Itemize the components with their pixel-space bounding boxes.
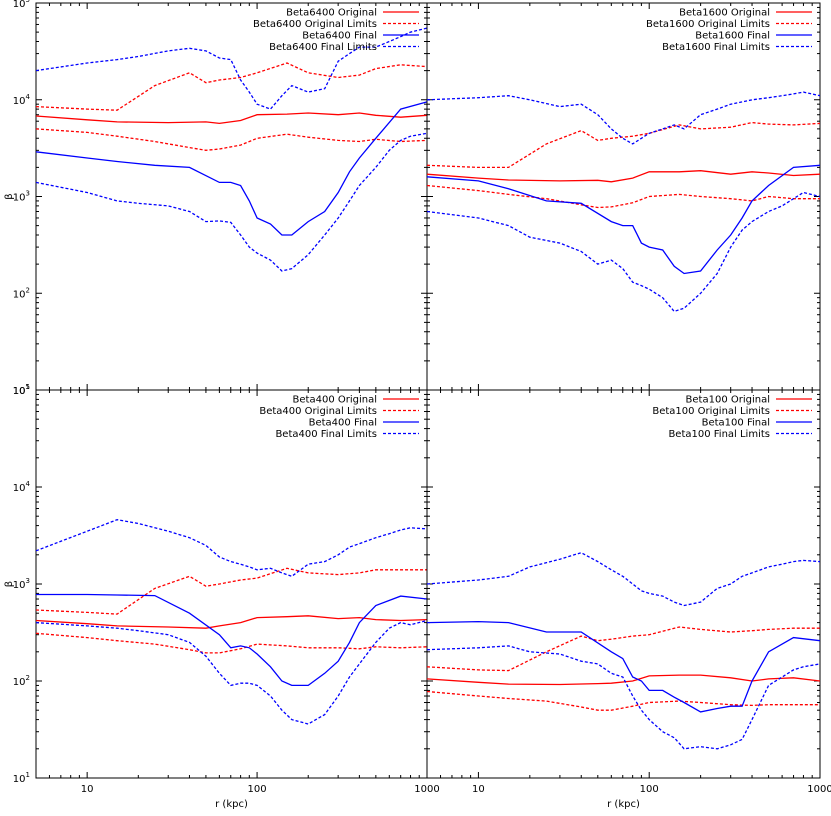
series-line-4 bbox=[426, 551, 821, 607]
y-axis-label: β bbox=[4, 193, 15, 199]
series-line-4-lower bbox=[35, 619, 428, 725]
y-tick-base: 10 bbox=[13, 289, 26, 300]
y-tick-label: 105 bbox=[13, 383, 30, 397]
y-tick-base: 10 bbox=[13, 96, 26, 107]
series-line-3 bbox=[426, 620, 821, 713]
y-tick-exp: 3 bbox=[26, 190, 30, 198]
legend-label: Beta100 Original bbox=[686, 395, 770, 406]
y-tick-base: 10 bbox=[13, 0, 26, 10]
series-line-1 bbox=[35, 615, 428, 629]
legend-label: Beta6400 Final Limits bbox=[269, 42, 377, 53]
y-tick-base: 10 bbox=[13, 386, 26, 397]
series-line-4 bbox=[35, 519, 428, 578]
y-tick-exp: 4 bbox=[26, 480, 31, 488]
legend-label: Beta6400 Final bbox=[302, 31, 377, 42]
series-line-4-lower bbox=[426, 645, 821, 750]
legend-label: Beta1600 Final Limits bbox=[662, 42, 770, 53]
series-line-2-lower bbox=[426, 690, 820, 711]
x-axis-label: r (kpc) bbox=[607, 799, 640, 810]
series-line-3 bbox=[36, 593, 428, 687]
y-tick-label: 104 bbox=[13, 480, 31, 494]
legend-label: Beta6400 Original bbox=[286, 8, 377, 19]
series-line-2-lower bbox=[426, 184, 820, 209]
series-line-2 bbox=[426, 121, 821, 169]
series-line-1 bbox=[426, 674, 821, 686]
legend-label: Beta1600 Original bbox=[679, 8, 770, 19]
x-tick-label: 1000 bbox=[807, 784, 831, 795]
series-line-4-lower bbox=[35, 132, 428, 272]
y-tick-label: 101 bbox=[13, 771, 30, 785]
series-line-2-lower bbox=[35, 128, 428, 151]
y-tick-exp: 2 bbox=[26, 674, 30, 682]
y-tick-base: 10 bbox=[13, 193, 26, 204]
legend-label: Beta400 Original bbox=[293, 395, 377, 406]
legend-label: Beta6400 Original Limits bbox=[253, 19, 377, 30]
y-tick-label: 105 bbox=[13, 0, 30, 10]
y-tick-label: 101 bbox=[13, 383, 30, 397]
y-tick-label: 103 bbox=[13, 190, 30, 204]
legend-label: Beta400 Original Limits bbox=[259, 406, 377, 417]
y-tick-exp: 3 bbox=[26, 577, 30, 585]
series-line-4 bbox=[426, 91, 821, 145]
plot-frame bbox=[426, 2, 821, 391]
plot-frame bbox=[426, 389, 821, 779]
y-tick-base: 10 bbox=[13, 483, 26, 494]
y-tick-base: 10 bbox=[13, 774, 26, 785]
series-line-3 bbox=[426, 164, 821, 275]
series-line-2 bbox=[35, 62, 428, 111]
x-tick-label: 10 bbox=[472, 784, 485, 795]
series-line-1 bbox=[426, 170, 821, 183]
y-tick-exp: 5 bbox=[26, 383, 30, 391]
legend-label: Beta100 Final bbox=[702, 418, 770, 429]
y-tick-exp: 1 bbox=[26, 383, 30, 391]
series-line-2-lower bbox=[35, 632, 428, 654]
legend-label: Beta1600 Original Limits bbox=[646, 19, 770, 30]
y-tick-base: 10 bbox=[13, 677, 26, 688]
series-line-2 bbox=[35, 567, 427, 615]
series-line-1 bbox=[35, 112, 428, 125]
y-tick-base: 10 bbox=[13, 580, 26, 591]
y-tick-label: 103 bbox=[13, 577, 30, 591]
y-tick-exp: 4 bbox=[26, 93, 31, 101]
legend-label: Beta400 Final Limits bbox=[275, 429, 377, 440]
y-tick-label: 102 bbox=[13, 674, 30, 688]
x-tick-label: 1000 bbox=[414, 784, 439, 795]
series-line-2 bbox=[426, 626, 820, 672]
x-tick-label: 10 bbox=[81, 784, 94, 795]
series-line-4-lower bbox=[426, 191, 821, 313]
x-tick-label: 100 bbox=[248, 784, 267, 795]
legend-label: Beta1600 Final bbox=[695, 31, 770, 42]
legend-label: Beta400 Final bbox=[309, 418, 377, 429]
y-tick-label: 104 bbox=[13, 93, 31, 107]
plot-frame bbox=[35, 389, 428, 779]
y-tick-exp: 5 bbox=[26, 0, 30, 4]
legend-label: Beta100 Final Limits bbox=[668, 429, 770, 440]
legend-label: Beta100 Original Limits bbox=[652, 406, 770, 417]
x-tick-label: 100 bbox=[640, 784, 659, 795]
y-tick-exp: 1 bbox=[26, 771, 30, 779]
y-axis-label: β bbox=[4, 581, 15, 587]
y-tick-exp: 2 bbox=[26, 286, 30, 294]
y-tick-label: 102 bbox=[13, 286, 30, 300]
x-axis-label: r (kpc) bbox=[215, 799, 248, 810]
series-line-3 bbox=[35, 101, 428, 236]
y-tick-base: 10 bbox=[13, 386, 26, 397]
